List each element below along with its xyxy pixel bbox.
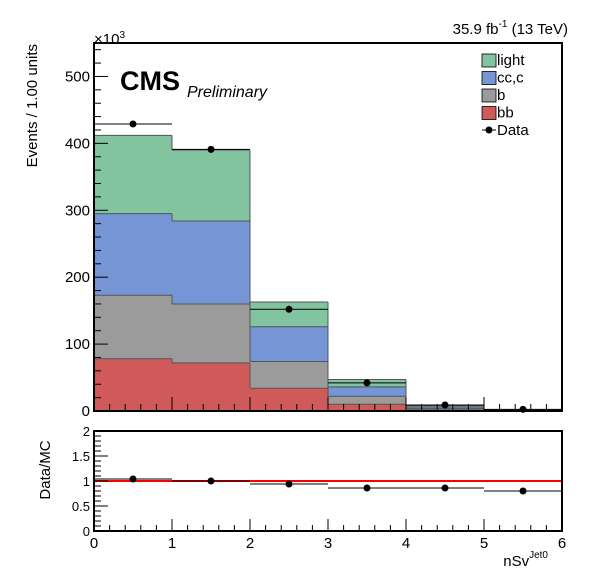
ratio-points xyxy=(94,475,562,495)
x-tick-label-6: 6 xyxy=(558,535,566,552)
luminosity-label: 35.9 fb-1 (13 TeV) xyxy=(453,19,568,38)
y-tick-label-100: 100 xyxy=(65,336,90,353)
y-tick-label-400: 400 xyxy=(65,135,90,152)
data-point-2 xyxy=(285,305,293,313)
legend-data-marker xyxy=(485,126,493,134)
main-y-axis: 0 100 200 300 400 500 xyxy=(65,49,108,420)
legend-swatch-cc-c xyxy=(481,71,497,85)
data-points xyxy=(94,120,562,413)
x-axis-title: nSvJet0 xyxy=(503,550,548,570)
ratio-y-axis: 0 0.5 1 1.5 2 xyxy=(72,424,108,539)
ratio-point-0 xyxy=(129,475,137,483)
legend-label-Data: Data xyxy=(497,122,529,139)
ratio-y-tick-label-2: 2 xyxy=(83,424,90,439)
data-point-3 xyxy=(363,379,371,387)
stacked-histogram xyxy=(94,134,562,412)
x-tick-label-0: 0 xyxy=(90,535,98,552)
bar-b-bin-2 xyxy=(250,361,328,389)
ratio-point-4 xyxy=(441,484,449,492)
legend-label-cc-c: cc,c xyxy=(497,70,524,87)
y-tick-label-500: 500 xyxy=(65,68,90,85)
bar-light-bin-0 xyxy=(94,135,172,214)
cms-label: CMS xyxy=(120,66,180,96)
x-tick-label-3: 3 xyxy=(324,535,332,552)
ratio-panel: 0 0.5 1 1.5 2 0 1 2 3 4 5 6 Data/MC nSvJet0 xyxy=(37,424,566,570)
preliminary-label: Preliminary xyxy=(187,84,268,101)
legend-label-bb: bb xyxy=(497,105,514,122)
bar-bb-bin-0 xyxy=(94,358,172,411)
legend-label-light: light xyxy=(497,52,525,69)
bar-bb-bin-1 xyxy=(172,362,250,411)
ratio-y-tick-label-0: 0 xyxy=(83,524,90,539)
x-tick-label-5: 5 xyxy=(480,535,488,552)
legend-label-b: b xyxy=(497,87,505,104)
y-tick-label-0: 0 xyxy=(82,403,90,420)
legend-swatch-bb xyxy=(481,106,497,120)
data-point-1 xyxy=(207,145,215,153)
ratio-y-axis-title: Data/MC xyxy=(37,440,54,499)
bar-cc-c-bin-3 xyxy=(328,386,406,397)
y-tick-label-200: 200 xyxy=(65,269,90,286)
legend-swatch-b xyxy=(481,88,497,103)
bar-bb-bin-2 xyxy=(250,388,328,411)
legend-swatch-light xyxy=(481,53,497,68)
x-tick-label-2: 2 xyxy=(246,535,254,552)
bar-bb-bin-3 xyxy=(328,404,406,411)
ratio-point-5 xyxy=(519,487,527,495)
x-tick-label-4: 4 xyxy=(402,535,410,552)
ratio-point-3 xyxy=(363,484,371,492)
y-multiplier: ×103 xyxy=(94,30,125,48)
bar-light-bin-2 xyxy=(250,301,328,327)
data-point-0 xyxy=(129,120,137,128)
bar-b-bin-4 xyxy=(406,408,484,410)
ratio-point-2 xyxy=(285,480,293,488)
bar-b-bin-1 xyxy=(172,303,250,363)
bar-light-bin-1 xyxy=(172,150,250,221)
ratio-y-tick-label-0.5: 0.5 xyxy=(72,499,90,514)
main-x-axis-ticks xyxy=(93,397,563,411)
main-panel: 0 100 200 300 400 500 Events / 1.00 units ×10… xyxy=(24,19,568,420)
ratio-point-1 xyxy=(207,477,215,485)
bar-b-bin-3 xyxy=(328,396,406,405)
bar-cc-c-bin-0 xyxy=(94,213,172,296)
bar-b-bin-0 xyxy=(94,295,172,359)
data-point-4 xyxy=(441,401,449,409)
ratio-x-axis: 0 1 2 3 4 5 6 xyxy=(90,519,566,552)
x-tick-label-1: 1 xyxy=(168,535,176,552)
y-axis-title: Events / 1.00 units xyxy=(24,44,41,167)
ratio-y-tick-label-1.5: 1.5 xyxy=(72,449,90,464)
ratio-y-tick-label-1: 1 xyxy=(83,474,90,489)
y-tick-label-300: 300 xyxy=(65,202,90,219)
bar-cc-c-bin-1 xyxy=(172,220,250,304)
bar-cc-c-bin-2 xyxy=(250,326,328,362)
